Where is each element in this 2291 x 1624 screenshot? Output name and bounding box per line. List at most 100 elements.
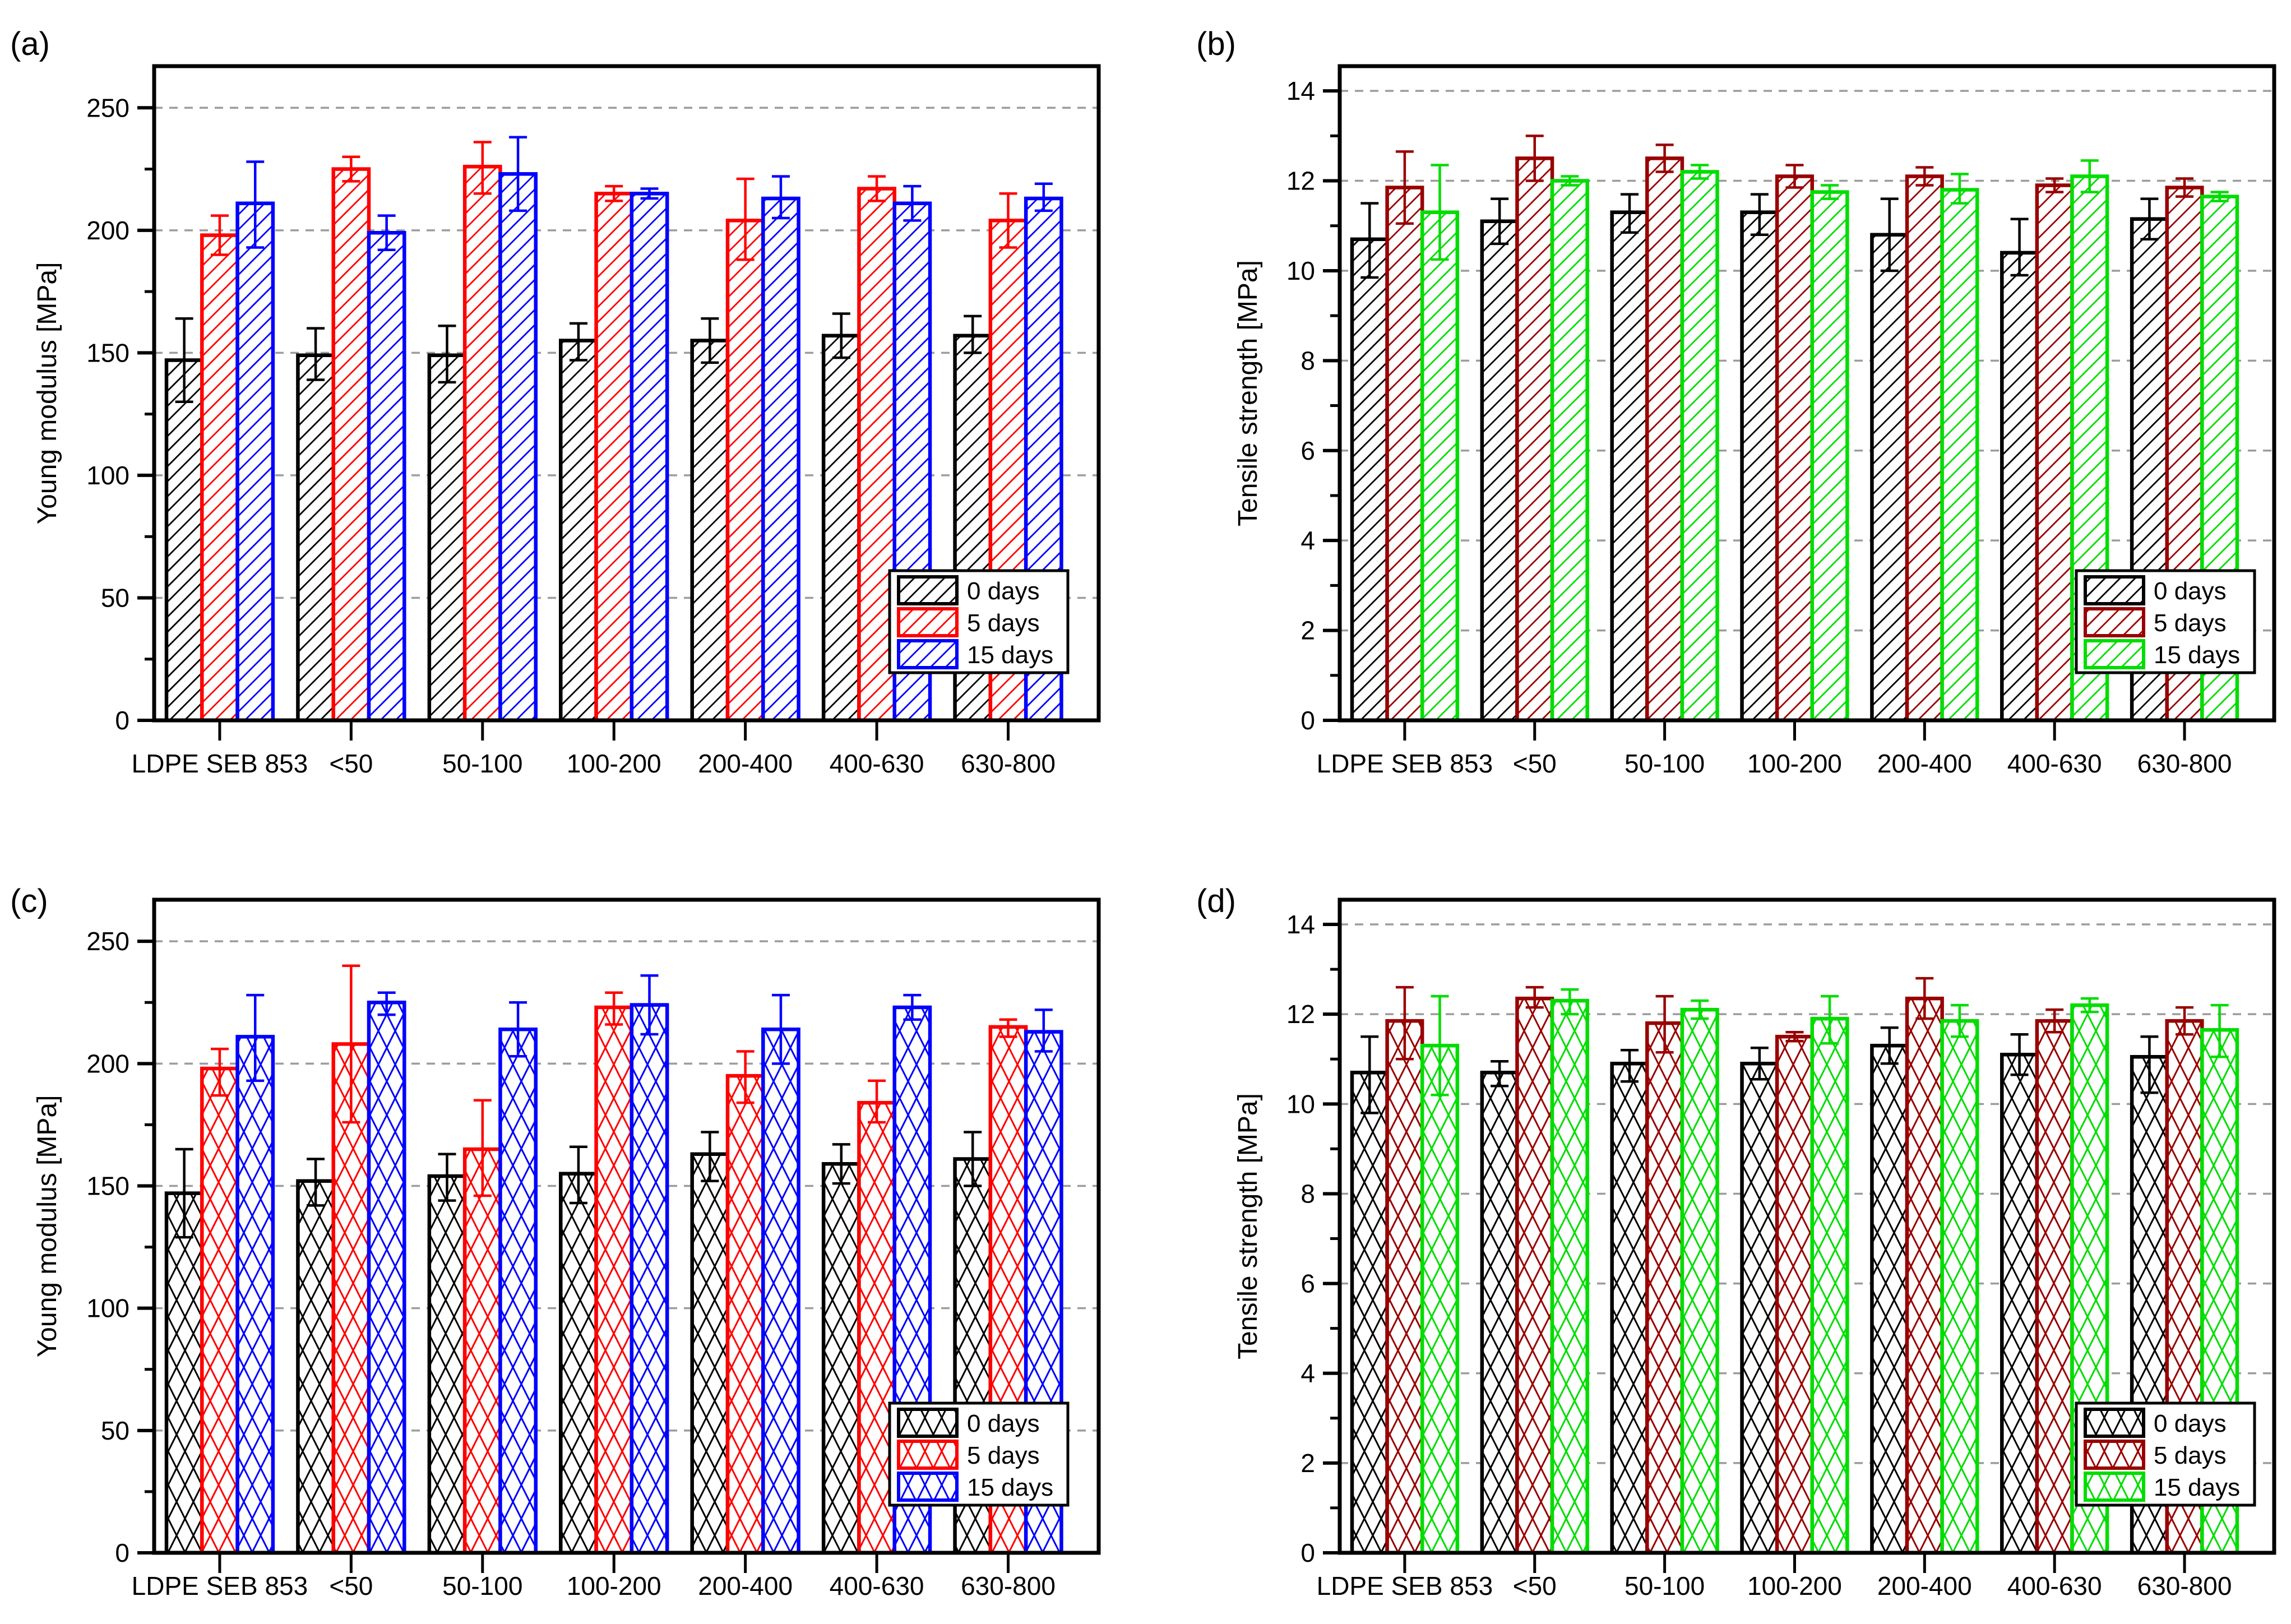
bar-hatch [298, 355, 334, 720]
x-category-label: 200-400 [1877, 1571, 1972, 1600]
bar-hatch [166, 360, 202, 720]
axes-frame [152, 64, 1101, 723]
x-category-label: LDPE SEB 853 [132, 749, 308, 778]
x-category-label: 100-200 [1747, 749, 1842, 778]
y-axis-title: Young modulus [MPa] [33, 1095, 62, 1358]
bar-hatch [1907, 176, 1942, 721]
bar-hatch [2037, 185, 2072, 720]
panel-letter: (b) [1196, 26, 1236, 62]
legend-swatch [897, 1408, 959, 1438]
legend-swatch [2084, 607, 2145, 637]
legend-swatch-hatch [2085, 1473, 2144, 1500]
legend-swatch [2084, 575, 2145, 605]
legend-label: 15 days [2154, 1474, 2240, 1501]
legend-swatch-hatch [899, 1409, 957, 1436]
legend-label: 0 days [2154, 577, 2227, 605]
x-category-label: 50-100 [1624, 749, 1705, 778]
x-category-label: 100-200 [567, 1571, 661, 1600]
y-tick-label: 150 [86, 1172, 129, 1201]
legend-swatch [897, 1472, 959, 1502]
bar-hatch [728, 1076, 763, 1553]
bar-hatch [1742, 212, 1778, 720]
legend-swatch-hatch [899, 641, 957, 668]
y-tick-label: 2 [1300, 1449, 1315, 1478]
axes-frame [1337, 64, 2276, 723]
bar-hatch [1612, 1063, 1647, 1553]
bar-hatch [1742, 1063, 1778, 1553]
legend-swatch-hatch [2085, 577, 2144, 604]
x-category-label: LDPE SEB 853 [132, 1571, 308, 1600]
bar-hatch [1352, 239, 1387, 720]
bar-hatch [1682, 1010, 1718, 1553]
x-category-label: 630-800 [2137, 749, 2232, 778]
x-category-label: LDPE SEB 853 [1317, 749, 1493, 778]
y-tick-label: 12 [1286, 1000, 1315, 1029]
bar-hatch [763, 198, 799, 720]
bar-hatch [823, 335, 859, 720]
y-tick-label: 0 [1300, 706, 1315, 735]
bar-hatch [1422, 1045, 1457, 1553]
y-tick-label: 0 [1300, 1538, 1315, 1567]
y-tick-label: 6 [1300, 1269, 1315, 1298]
bar-hatch [823, 1164, 859, 1553]
y-axis-title: Tensile strength [MPa] [1233, 1093, 1263, 1359]
legend-label: 0 days [2154, 1410, 2227, 1437]
bar-hatch [1647, 1023, 1682, 1553]
legend-swatch [2084, 1472, 2145, 1502]
panel-d-tensile-strength-chart: 0 2 4 6 8 10 12 14 LDPE SEB 853 <50 50-100 100-200 2… [1196, 883, 2276, 1600]
legend-swatch-hatch [899, 1473, 957, 1500]
bar-hatch [1812, 192, 1848, 720]
bar-hatch [202, 1068, 238, 1553]
x-category-label: 630-800 [2137, 1571, 2232, 1600]
legend: 0 days 5 days 15 days [888, 1401, 1070, 1507]
legend: 0 days 5 days 15 days [2075, 1401, 2256, 1507]
x-category-label: 200-400 [1877, 749, 1972, 778]
x-category-label: 200-400 [698, 749, 793, 778]
bar-hatch [1777, 1037, 1812, 1553]
legend-swatch [897, 1440, 959, 1470]
bar-hatch [237, 1037, 273, 1553]
x-category-label: LDPE SEB 853 [1317, 1571, 1493, 1600]
x-category-label: <50 [1513, 749, 1557, 778]
bar-hatch [429, 355, 465, 720]
legend-label: 5 days [2154, 609, 2227, 637]
bar-hatch [2037, 1021, 2072, 1553]
panel-b-tensile-strength-chart: 0 2 4 6 8 10 12 14 LDPE SEB 853 <50 50-100 100-200 2… [1196, 26, 2276, 778]
legend-swatch-hatch [2085, 641, 2144, 668]
y-tick-label: 14 [1286, 910, 1315, 939]
bar-hatch [1907, 998, 1942, 1553]
bar-hatch [465, 166, 501, 720]
legend-label: 15 days [967, 1474, 1053, 1501]
bar-hatch [763, 1029, 799, 1553]
legend-label: 5 days [967, 609, 1040, 637]
x-category-label: 100-200 [567, 749, 661, 778]
bar-hatch [465, 1149, 501, 1553]
y-tick-label: 2 [1300, 616, 1315, 645]
bar-hatch [1777, 176, 1812, 721]
bar-hatch [631, 1005, 668, 1553]
bar-hatch [333, 1044, 369, 1553]
y-tick-label: 10 [1286, 256, 1315, 285]
panel-letter: (d) [1196, 883, 1236, 919]
x-category-label: <50 [329, 749, 373, 778]
y-tick-label: 150 [86, 338, 129, 367]
bar-hatch [500, 1029, 536, 1553]
y-tick-label: 10 [1286, 1089, 1315, 1118]
legend-swatch [2084, 1440, 2145, 1470]
legend-swatch [2084, 639, 2145, 669]
y-tick-label: 4 [1300, 526, 1315, 555]
axes-frame [152, 897, 1101, 1555]
bar-hatch [1812, 1019, 1848, 1553]
x-category-label: <50 [329, 1571, 373, 1600]
legend: 0 days 5 days 15 days [2075, 569, 2256, 674]
panel-letter: (a) [10, 26, 50, 62]
bar-hatch [1872, 1045, 1908, 1553]
x-category-label: 200-400 [698, 1571, 793, 1600]
legend-swatch-hatch [2085, 1441, 2144, 1468]
legend-swatch-hatch [2085, 609, 2144, 636]
bar-hatch [369, 233, 405, 720]
bar-hatch [298, 1181, 334, 1553]
bar-hatch [202, 235, 238, 721]
bar-hatch [1942, 1021, 1978, 1553]
bar-hatch [2002, 252, 2037, 720]
